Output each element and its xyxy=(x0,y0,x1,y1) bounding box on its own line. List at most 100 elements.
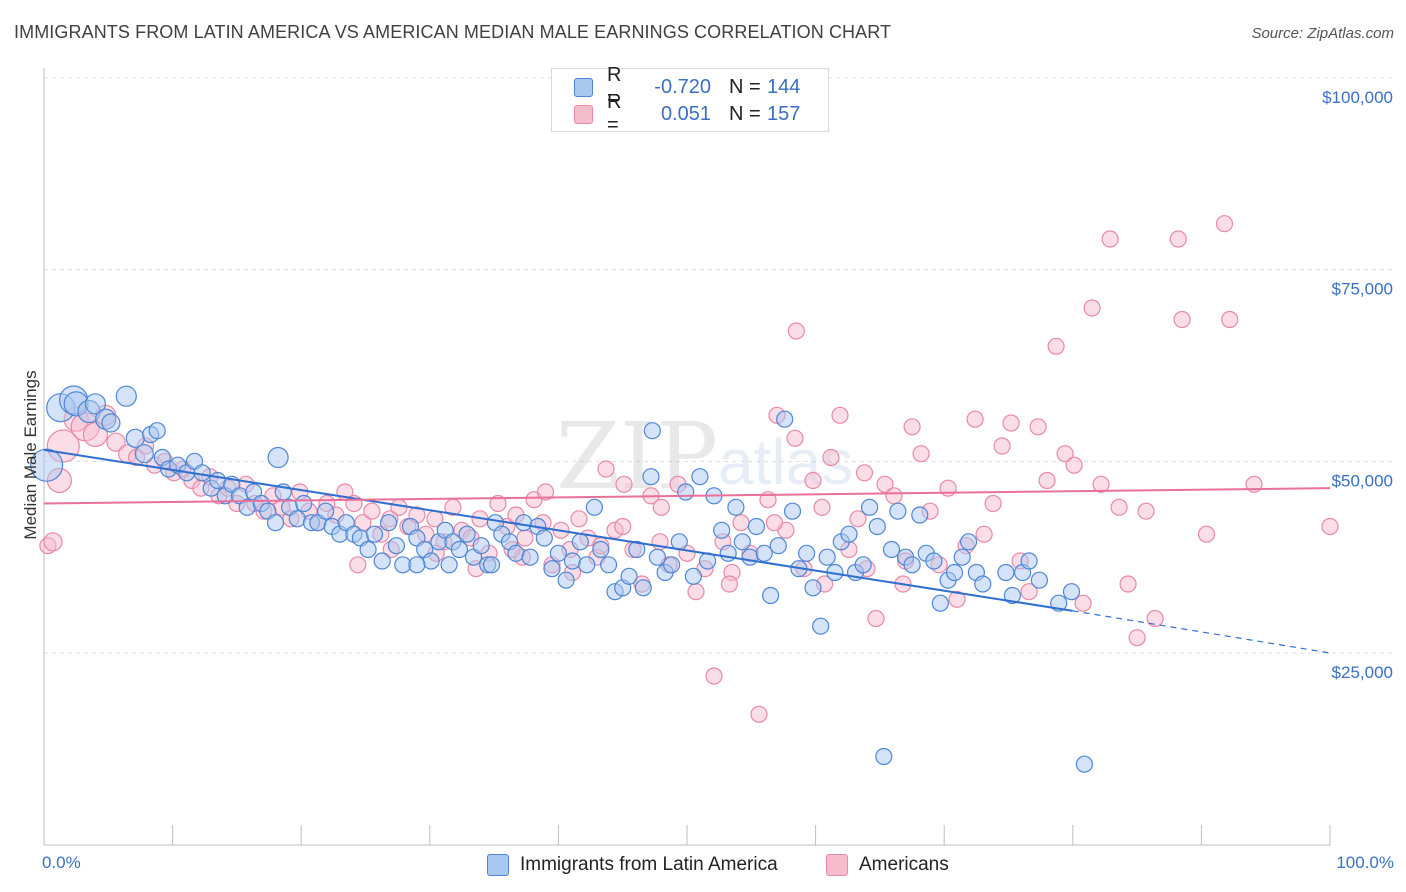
data-point xyxy=(1083,299,1101,317)
y-axis-title: Median Male Earnings xyxy=(21,370,40,539)
chart-title: IMMIGRANTS FROM LATIN AMERICA VS AMERICA… xyxy=(14,22,892,42)
immigrants-points xyxy=(29,385,1094,773)
data-point xyxy=(868,517,886,536)
data-point xyxy=(515,514,533,532)
data-point xyxy=(440,556,458,574)
data-point xyxy=(1321,517,1339,536)
y-tick-label: $50,000 xyxy=(1332,471,1393,490)
y-tick-label: $75,000 xyxy=(1332,280,1393,299)
data-point xyxy=(974,575,992,593)
data-point xyxy=(776,410,794,428)
data-point xyxy=(855,464,874,482)
source-credit: Source: ZipAtlas.com xyxy=(1251,25,1394,42)
data-point xyxy=(1065,456,1083,474)
data-point xyxy=(797,544,816,562)
data-point xyxy=(134,444,154,464)
data-point xyxy=(945,563,964,582)
data-point xyxy=(713,521,731,539)
data-point xyxy=(599,556,618,574)
data-point xyxy=(903,418,921,436)
data-point xyxy=(634,579,652,597)
data-point xyxy=(812,617,830,635)
data-point xyxy=(557,571,575,589)
data-point xyxy=(804,471,822,490)
data-point xyxy=(912,445,930,463)
data-point xyxy=(489,494,507,513)
data-point xyxy=(592,540,610,559)
data-point xyxy=(787,322,805,340)
correlation-legend: R = -0.720 N = 144 R = 0.051 N = 157 xyxy=(551,64,829,136)
data-point xyxy=(387,537,405,555)
data-point xyxy=(662,556,681,574)
data-point xyxy=(288,510,306,528)
bottom-legend-label: Immigrants from Latin America xyxy=(520,854,778,875)
data-point xyxy=(687,583,705,601)
data-point xyxy=(1119,575,1137,593)
bottom-legend-americans: Americans xyxy=(826,852,949,878)
data-point xyxy=(266,514,285,532)
data-point xyxy=(1215,215,1234,233)
data-point xyxy=(755,544,773,562)
data-point xyxy=(390,498,408,516)
data-point xyxy=(831,406,849,424)
data-point xyxy=(677,483,695,501)
data-point xyxy=(1074,594,1092,612)
data-point xyxy=(597,460,615,478)
data-point xyxy=(966,410,984,428)
legend-n-label: N = xyxy=(729,75,761,98)
data-point xyxy=(931,594,949,612)
data-point xyxy=(1110,498,1128,516)
data-point xyxy=(783,502,802,520)
trend-line-immigrants xyxy=(43,448,1073,612)
data-point xyxy=(1221,310,1239,329)
legend-row-immigrants: R = -0.720 N = 144 xyxy=(574,64,800,109)
data-point xyxy=(911,506,929,524)
trend-lines xyxy=(43,448,1331,654)
gridlines xyxy=(44,77,1392,654)
data-point xyxy=(359,540,377,559)
data-point xyxy=(643,422,661,440)
data-point xyxy=(29,448,64,482)
data-point xyxy=(620,567,638,585)
data-point xyxy=(719,544,737,562)
data-point xyxy=(365,525,384,543)
data-point xyxy=(882,540,901,559)
trend-line-immigrants-extension xyxy=(1072,610,1331,654)
legend-r-value: 0.051 xyxy=(660,102,711,125)
data-point xyxy=(349,556,367,574)
data-point xyxy=(209,471,227,490)
data-point xyxy=(727,498,745,516)
data-point xyxy=(422,552,440,570)
tick-labels: $25,000 $50,000 $75,000 $100,000 0.0% 100.0% xyxy=(42,88,1394,872)
data-point xyxy=(628,540,646,559)
data-point xyxy=(1173,310,1191,329)
data-point xyxy=(535,529,553,547)
data-point xyxy=(854,556,872,574)
data-point xyxy=(84,393,107,415)
data-point xyxy=(984,494,1002,513)
data-point xyxy=(720,575,739,593)
data-point xyxy=(317,502,335,520)
data-point xyxy=(1137,502,1155,520)
bottom-legend-swatch-pink xyxy=(826,854,848,876)
data-point xyxy=(993,437,1011,455)
data-point xyxy=(1075,755,1094,773)
data-point xyxy=(615,475,633,493)
data-point xyxy=(867,609,885,628)
legend-row-americans: R = 0.051 N = 157 xyxy=(574,91,801,136)
data-point xyxy=(1020,552,1038,570)
data-point xyxy=(267,446,289,469)
data-point xyxy=(860,498,879,516)
data-point xyxy=(1128,629,1146,647)
y-tick-label: $25,000 xyxy=(1332,663,1393,682)
data-point xyxy=(786,429,804,447)
legend-n-label: N = xyxy=(729,102,761,125)
legend-swatch-pink xyxy=(574,104,593,124)
y-tick-label: $100,000 xyxy=(1322,88,1393,107)
data-point xyxy=(840,525,858,543)
data-point xyxy=(903,556,921,574)
legend-n-value: 157 xyxy=(767,102,801,125)
trend-line-americans xyxy=(43,487,1331,505)
data-point xyxy=(101,413,121,433)
